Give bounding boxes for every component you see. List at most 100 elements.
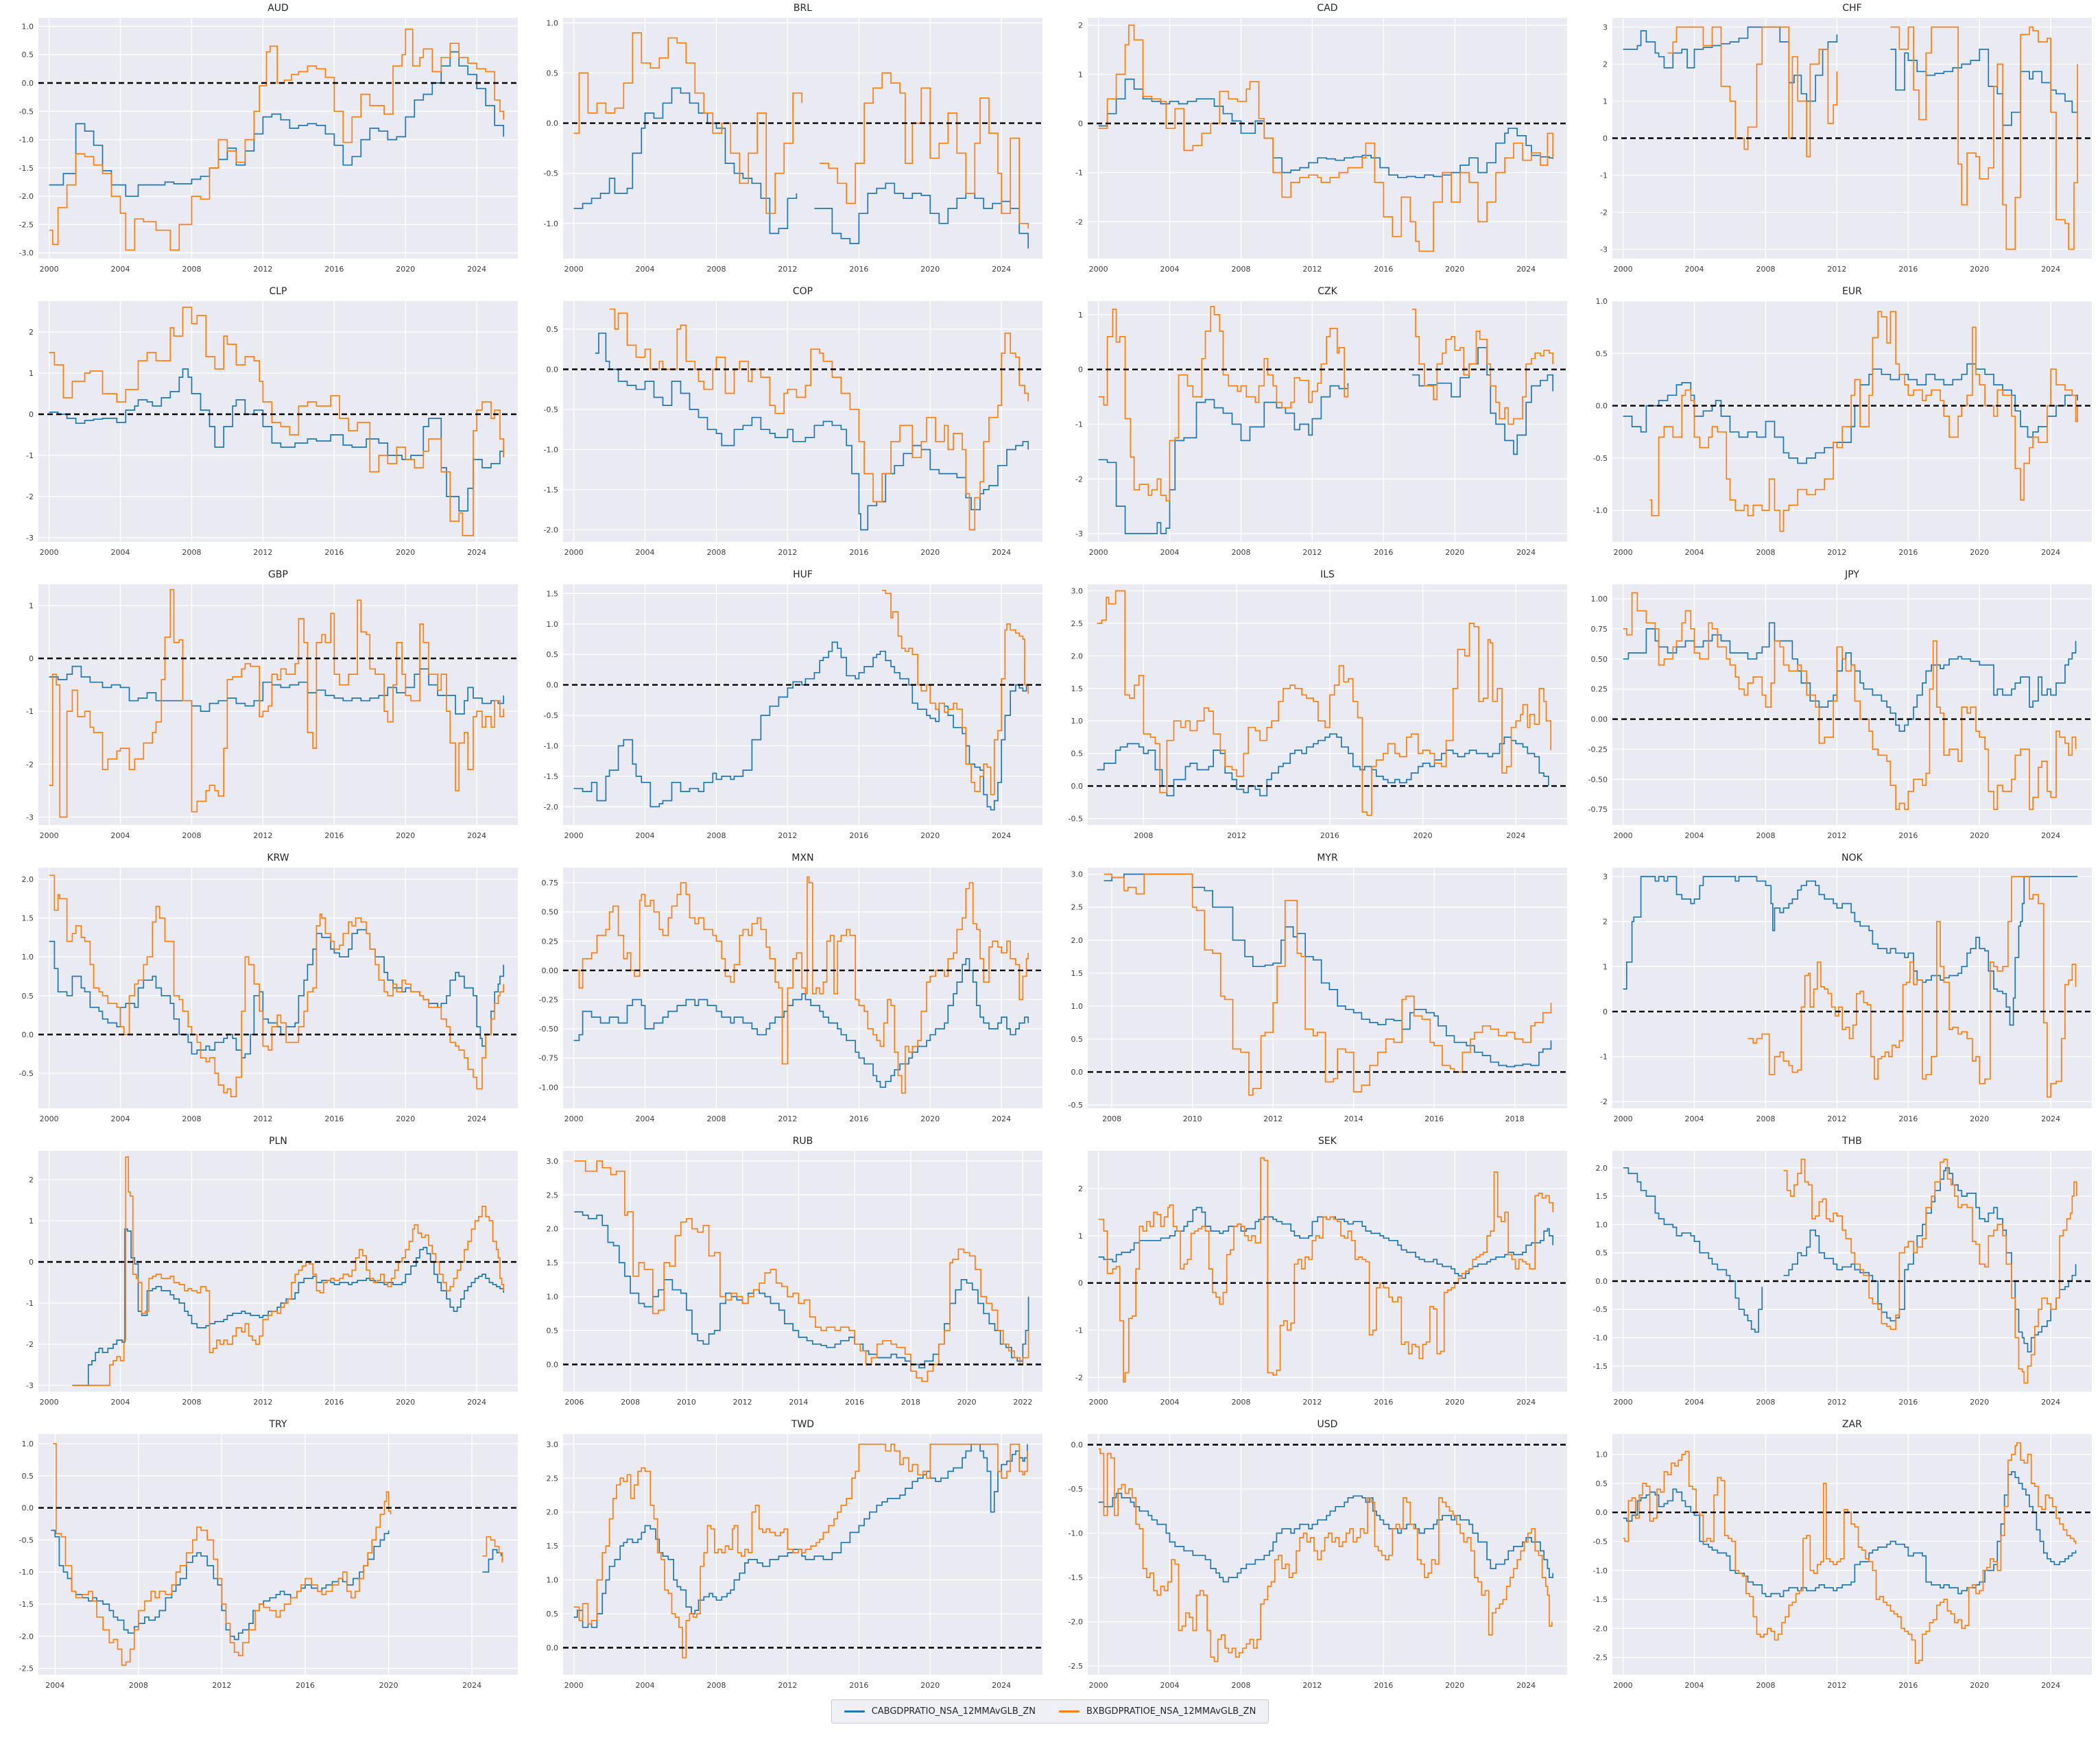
svg-text:2.0: 2.0 xyxy=(22,875,34,884)
svg-text:2000: 2000 xyxy=(564,831,584,840)
svg-text:0: 0 xyxy=(1078,119,1083,128)
svg-text:0: 0 xyxy=(29,1258,34,1267)
svg-text:-0.5: -0.5 xyxy=(1069,1485,1083,1494)
svg-text:-0.25: -0.25 xyxy=(539,996,558,1005)
svg-text:-1.5: -1.5 xyxy=(544,772,558,781)
svg-text:2000: 2000 xyxy=(1614,265,1633,274)
svg-text:2000: 2000 xyxy=(1089,265,1108,274)
series-blue xyxy=(49,665,505,715)
svg-text:2024: 2024 xyxy=(1516,548,1536,557)
svg-text:2012: 2012 xyxy=(733,1398,752,1407)
svg-text:2024: 2024 xyxy=(467,265,486,274)
svg-text:1.00: 1.00 xyxy=(1591,595,1608,604)
svg-text:2024: 2024 xyxy=(2041,548,2060,557)
series-orange xyxy=(1098,306,1554,502)
series-blue xyxy=(1623,1471,2077,1597)
svg-text:2: 2 xyxy=(1603,918,1608,927)
series-orange xyxy=(1783,1158,2077,1384)
svg-text:2020: 2020 xyxy=(396,265,415,274)
svg-text:2010: 2010 xyxy=(1183,1114,1202,1123)
svg-text:-2.5: -2.5 xyxy=(1069,1662,1083,1671)
svg-text:2020: 2020 xyxy=(1445,1681,1464,1690)
chart-grid: 2000 2004 2008 2012 2016 2020 2024 1.0 0.5 0.0 -0.… xyxy=(19,0,2099,1699)
svg-text:-1.5: -1.5 xyxy=(544,486,558,494)
svg-text:1.5: 1.5 xyxy=(547,1258,559,1267)
svg-text:2016: 2016 xyxy=(324,831,344,840)
svg-text:2020: 2020 xyxy=(1413,831,1433,840)
svg-text:2012: 2012 xyxy=(778,265,797,274)
svg-text:2004: 2004 xyxy=(1685,548,1704,557)
series-orange xyxy=(53,1443,503,1666)
svg-text:-1.0: -1.0 xyxy=(1593,1334,1608,1343)
svg-text:-1: -1 xyxy=(26,451,34,460)
svg-text:0.5: 0.5 xyxy=(22,1472,34,1481)
svg-text:2008: 2008 xyxy=(707,265,726,274)
svg-text:2000: 2000 xyxy=(40,548,59,557)
svg-text:2016: 2016 xyxy=(849,265,868,274)
svg-text:2004: 2004 xyxy=(111,1398,130,1407)
series-orange xyxy=(1098,1448,1553,1662)
svg-text:-2.5: -2.5 xyxy=(19,220,34,229)
svg-text:2.5: 2.5 xyxy=(547,1474,559,1483)
svg-text:2004: 2004 xyxy=(1685,831,1704,840)
svg-text:2004: 2004 xyxy=(111,265,130,274)
svg-text:2016: 2016 xyxy=(1374,1398,1393,1407)
svg-text:2008: 2008 xyxy=(1232,265,1251,274)
svg-text:2: 2 xyxy=(29,1176,34,1184)
svg-text:-3: -3 xyxy=(26,534,34,542)
svg-text:2024: 2024 xyxy=(1516,265,1536,274)
chart-ils: 2008 2012 2016 2020 2024 3.0 2.5 2.0 1.5 1.0 0.5 0.… xyxy=(1049,566,1574,850)
svg-text:-1.0: -1.0 xyxy=(19,1568,34,1577)
svg-text:2006: 2006 xyxy=(564,1398,584,1407)
svg-text:AUD: AUD xyxy=(267,3,289,14)
svg-text:2.5: 2.5 xyxy=(1071,619,1084,628)
svg-text:-1: -1 xyxy=(1075,1326,1083,1335)
svg-text:2020: 2020 xyxy=(920,1681,940,1690)
svg-text:2.0: 2.0 xyxy=(1071,936,1084,945)
svg-text:0.25: 0.25 xyxy=(542,937,559,946)
svg-text:-3: -3 xyxy=(1075,529,1083,538)
svg-text:2.0: 2.0 xyxy=(1596,1164,1608,1173)
svg-text:0: 0 xyxy=(29,654,34,663)
series-blue xyxy=(573,87,1029,249)
svg-text:1.0: 1.0 xyxy=(547,19,559,27)
svg-text:2000: 2000 xyxy=(564,1681,584,1690)
svg-text:2020: 2020 xyxy=(1970,831,1989,840)
svg-text:-0.5: -0.5 xyxy=(1593,1305,1608,1314)
svg-text:2024: 2024 xyxy=(467,1114,486,1123)
svg-text:1: 1 xyxy=(29,369,34,378)
chart-zar: 2000 2004 2008 2012 2016 2020 2024 1.0 0.5 0.0 -0.… xyxy=(1574,1416,2099,1699)
svg-text:0.5: 0.5 xyxy=(1596,349,1608,358)
svg-text:2000: 2000 xyxy=(40,831,59,840)
svg-text:0.5: 0.5 xyxy=(1596,1249,1608,1258)
svg-text:3.0: 3.0 xyxy=(547,1440,559,1449)
svg-text:-2: -2 xyxy=(1600,1097,1608,1106)
svg-text:-1: -1 xyxy=(1600,171,1608,180)
svg-text:2008: 2008 xyxy=(182,1398,202,1407)
svg-text:-1: -1 xyxy=(1075,169,1083,178)
svg-text:0.5: 0.5 xyxy=(1071,1035,1084,1044)
legend-item-blue: CABGDPRATIO_NSA_12MMAvGLB_ZN xyxy=(844,1706,1036,1717)
svg-text:1: 1 xyxy=(29,1217,34,1226)
svg-text:0.5: 0.5 xyxy=(547,325,559,334)
series-orange xyxy=(1667,26,2079,250)
svg-text:2.0: 2.0 xyxy=(1071,652,1084,660)
svg-text:-1.0: -1.0 xyxy=(1593,1566,1608,1575)
svg-text:-3.0: -3.0 xyxy=(19,249,34,258)
svg-text:2024: 2024 xyxy=(467,831,486,840)
svg-text:3.0: 3.0 xyxy=(547,1157,559,1166)
svg-text:-1.5: -1.5 xyxy=(1593,1595,1608,1604)
svg-text:1.0: 1.0 xyxy=(1596,1451,1608,1459)
svg-text:2012: 2012 xyxy=(1827,1398,1846,1407)
series-orange xyxy=(49,588,505,818)
svg-text:-0.5: -0.5 xyxy=(1069,815,1083,824)
svg-text:-1.0: -1.0 xyxy=(544,742,558,751)
svg-text:2012: 2012 xyxy=(1302,1398,1322,1407)
svg-text:2012: 2012 xyxy=(253,831,272,840)
svg-text:2.5: 2.5 xyxy=(547,1191,559,1200)
chart-chf: 2000 2004 2008 2012 2016 2020 2024 3 2 1 0 -1 -2 -3 CH… xyxy=(1574,0,2099,283)
svg-text:-0.5: -0.5 xyxy=(1593,1538,1608,1547)
svg-text:2012: 2012 xyxy=(1302,1681,1322,1690)
series-orange xyxy=(1097,590,1552,816)
svg-text:NOK: NOK xyxy=(1841,852,1863,863)
